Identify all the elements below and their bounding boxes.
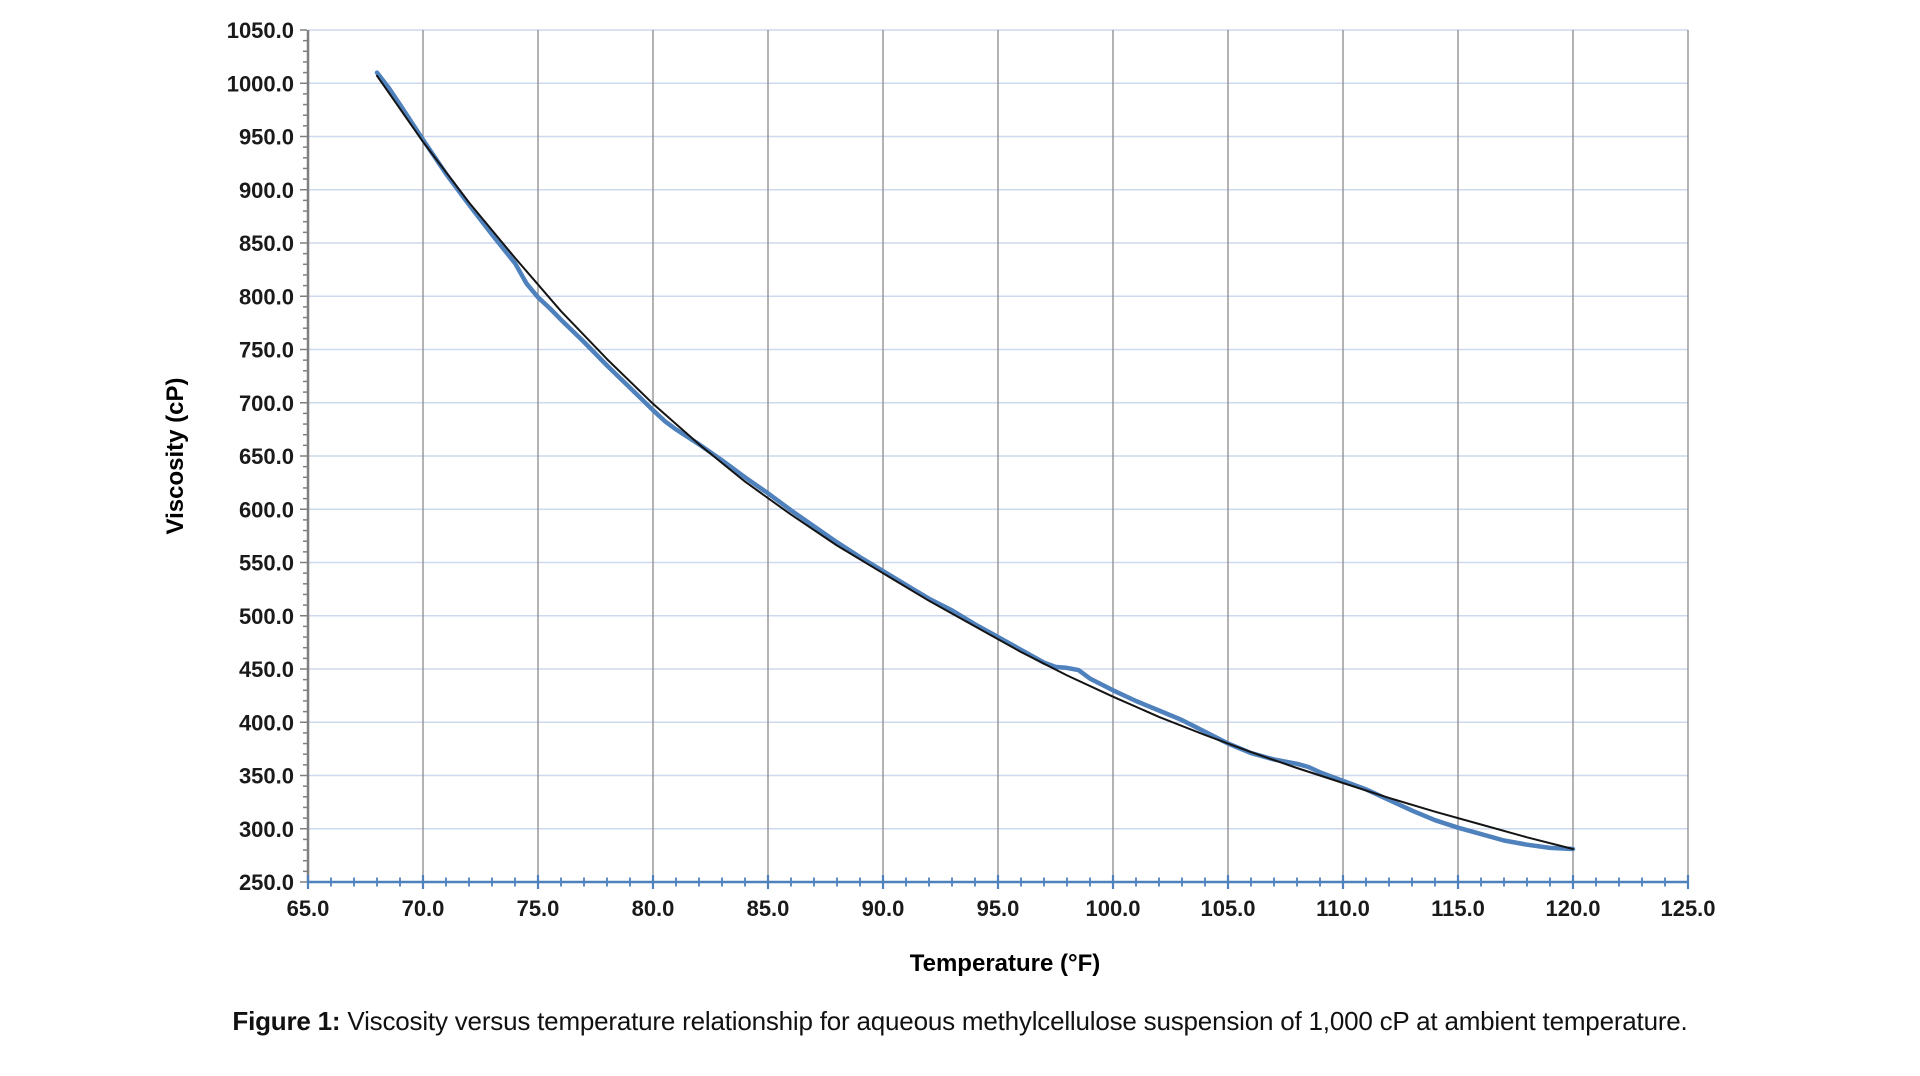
figure-caption: Figure 1: Viscosity versus temperature r… — [0, 1006, 1920, 1037]
y-tick-label: 250.0 — [239, 870, 294, 895]
x-axis-title: Temperature (°F) — [909, 950, 1101, 977]
y-tick-label: 500.0 — [239, 604, 294, 629]
y-tick-label: 1000.0 — [227, 71, 294, 96]
y-tick-label: 550.0 — [239, 551, 294, 576]
x-tick-label: 95.0 — [977, 896, 1020, 921]
y-tick-label: 600.0 — [239, 497, 294, 522]
trendline-series — [376, 74, 1574, 850]
figure-caption-label: Figure 1: — [232, 1006, 341, 1036]
y-tick-label: 1050.0 — [227, 18, 294, 43]
y-tick-label: 300.0 — [239, 817, 294, 842]
y-tick-label: 400.0 — [239, 710, 294, 735]
y-tick-label: 650.0 — [239, 444, 294, 469]
x-tick-label: 110.0 — [1316, 896, 1370, 921]
x-tick-label: 115.0 — [1431, 896, 1485, 921]
x-tick-label: 120.0 — [1545, 896, 1600, 921]
y-tick-label: 950.0 — [239, 125, 294, 150]
x-tick-label: 125.0 — [1660, 896, 1715, 921]
x-tick-label: 65.0 — [287, 896, 330, 921]
y-tick-label: 900.0 — [239, 178, 294, 203]
y-tick-label: 750.0 — [239, 338, 294, 363]
figure-caption-text: Viscosity versus temperature relationshi… — [340, 1006, 1688, 1036]
y-tick-label: 350.0 — [239, 764, 294, 789]
x-tick-label: 100.0 — [1085, 896, 1140, 921]
y-tick-label: 450.0 — [239, 657, 294, 682]
viscosity-data-series — [374, 70, 1576, 852]
y-tick-label: 800.0 — [239, 284, 294, 309]
y-tick-label: 850.0 — [239, 231, 294, 256]
x-tick-label: 105.0 — [1200, 896, 1255, 921]
x-tick-label: 80.0 — [632, 896, 675, 921]
viscosity-temperature-chart: 65.0 70.0 75.0 80.0 85.0 90.0 95.0 100.0 105.0 11… — [227, 18, 1716, 921]
x-tick-label: 90.0 — [862, 896, 905, 921]
x-tick-label: 70.0 — [402, 896, 445, 921]
x-tick-label: 85.0 — [747, 896, 790, 921]
y-tick-label: 700.0 — [239, 391, 294, 416]
y-axis-title: Viscosity (cP) — [162, 377, 189, 535]
x-tick-label: 75.0 — [517, 896, 560, 921]
